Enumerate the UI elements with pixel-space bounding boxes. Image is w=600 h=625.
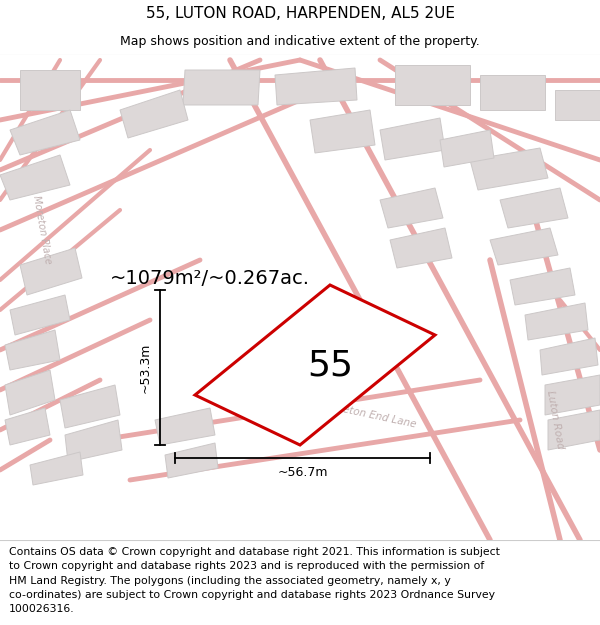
Polygon shape <box>525 303 588 340</box>
Polygon shape <box>390 228 452 268</box>
Polygon shape <box>10 110 80 155</box>
Polygon shape <box>275 68 357 105</box>
Polygon shape <box>470 148 548 190</box>
Text: ~1079m²/~0.267ac.: ~1079m²/~0.267ac. <box>110 269 310 288</box>
Polygon shape <box>510 268 575 305</box>
Polygon shape <box>183 70 260 105</box>
Polygon shape <box>195 285 435 445</box>
Polygon shape <box>395 65 470 105</box>
Text: 55: 55 <box>307 348 353 382</box>
Text: Luton Road: Luton Road <box>545 390 565 450</box>
Polygon shape <box>20 248 82 295</box>
Text: Moreton Place: Moreton Place <box>31 195 53 265</box>
Polygon shape <box>480 75 545 110</box>
Polygon shape <box>20 70 80 110</box>
Polygon shape <box>548 410 600 450</box>
Text: Luton Road: Luton Road <box>314 294 362 349</box>
Polygon shape <box>65 420 122 462</box>
Polygon shape <box>555 90 600 120</box>
Text: Contains OS data © Crown copyright and database right 2021. This information is : Contains OS data © Crown copyright and d… <box>9 547 500 614</box>
Polygon shape <box>310 110 375 153</box>
Polygon shape <box>5 370 55 415</box>
Polygon shape <box>165 443 218 478</box>
Polygon shape <box>60 385 120 428</box>
Polygon shape <box>30 452 83 485</box>
Polygon shape <box>500 188 568 228</box>
Text: Moreton End Lane: Moreton End Lane <box>323 400 417 430</box>
Polygon shape <box>490 228 558 265</box>
Polygon shape <box>0 155 70 200</box>
Polygon shape <box>10 295 70 335</box>
Polygon shape <box>440 130 494 167</box>
Text: Map shows position and indicative extent of the property.: Map shows position and indicative extent… <box>120 35 480 48</box>
Text: ~56.7m: ~56.7m <box>277 466 328 479</box>
Polygon shape <box>120 90 188 138</box>
Polygon shape <box>545 375 600 415</box>
Polygon shape <box>540 338 598 375</box>
Polygon shape <box>380 118 445 160</box>
Polygon shape <box>5 408 50 445</box>
Polygon shape <box>155 408 215 445</box>
Polygon shape <box>5 330 60 370</box>
Text: ~53.3m: ~53.3m <box>139 342 151 392</box>
Polygon shape <box>380 188 443 228</box>
Text: 55, LUTON ROAD, HARPENDEN, AL5 2UE: 55, LUTON ROAD, HARPENDEN, AL5 2UE <box>146 6 455 21</box>
